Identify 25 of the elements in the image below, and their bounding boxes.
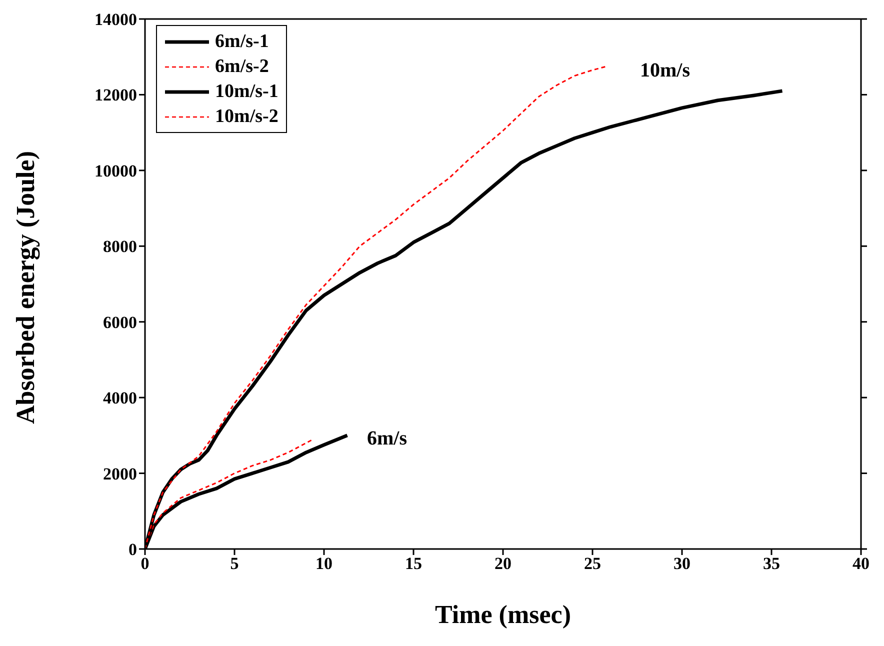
- legend-label: 6m/s-1: [215, 30, 269, 54]
- legend-label: 10m/s-2: [215, 105, 278, 129]
- x-tick-label: 20: [494, 554, 512, 574]
- y-tick-label: 12000: [94, 86, 137, 105]
- y-tick-label: 10000: [94, 161, 137, 180]
- x-tick-label: 0: [140, 554, 150, 574]
- y-tick-label: 2000: [103, 464, 137, 484]
- x-tick-label: 5: [230, 554, 239, 574]
- x-tick-label: 40: [852, 554, 870, 574]
- y-axis-title: Absorbed energy (Joule): [11, 151, 40, 424]
- y-tick-label: 4000: [103, 388, 137, 408]
- legend-label: 6m/s-2: [215, 55, 269, 79]
- x-tick-label: 15: [405, 554, 422, 574]
- legend-label: 10m/s-1: [215, 80, 278, 104]
- y-tick-label: 14000: [94, 10, 137, 30]
- annotation: 10m/s: [640, 60, 690, 82]
- y-tick-label: 6000: [103, 312, 137, 332]
- x-tick-label: 30: [674, 554, 690, 574]
- x-tick-label: 10: [316, 554, 332, 574]
- x-tick-label: 35: [763, 554, 780, 574]
- y-tick-label: 0: [128, 540, 137, 560]
- x-tick-label: 25: [584, 554, 601, 574]
- y-tick-label: 8000: [103, 237, 137, 256]
- x-axis-title: Time (msec): [435, 600, 571, 629]
- annotation: 6m/s: [367, 428, 408, 450]
